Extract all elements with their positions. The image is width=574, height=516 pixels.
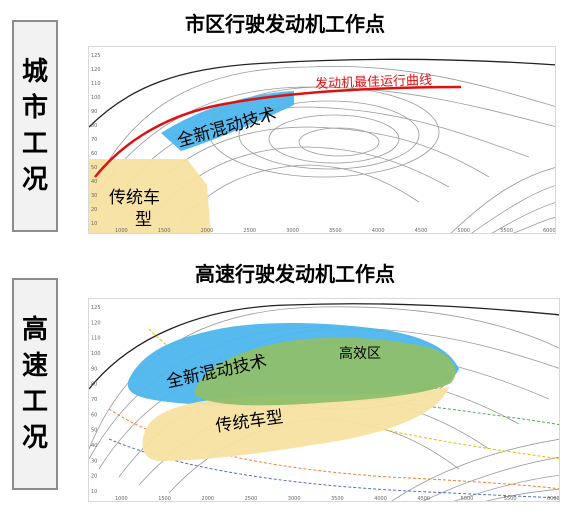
highway-x-tick-label: 4500 xyxy=(417,496,430,502)
highway-label-char-1: 高 xyxy=(21,315,48,345)
highway-x-tick-label: 6000 xyxy=(547,496,560,502)
city-optimal-curve xyxy=(94,85,462,178)
highway-label-char-4: 况 xyxy=(21,423,48,453)
highway-x-tick-label: 2500 xyxy=(245,496,258,502)
city-x-tick-label: 3000 xyxy=(286,228,299,234)
city-panel-title: 市区行驶发动机工作点 xyxy=(185,12,385,36)
highway-y-tick-label: 20 xyxy=(91,474,97,480)
city-engine-map: 125 120 110 100 90 80 70 60 50 40 30 20 10 1000 1500 2… xyxy=(88,46,556,234)
highway-y-tick-label: 60 xyxy=(91,412,97,418)
highway-efficiency-label: 高效区 xyxy=(339,346,381,362)
city-x-tick-label: 2500 xyxy=(243,228,256,234)
city-y-tick-label: 10 xyxy=(91,221,97,227)
highway-x-tick-label: 3000 xyxy=(288,496,301,502)
highway-efficiency-zone xyxy=(194,337,456,406)
city-y-tick-label: 30 xyxy=(91,193,97,199)
city-max-torque-line xyxy=(89,58,555,128)
city-x-tick-label: 4000 xyxy=(372,228,385,234)
highway-conventional-zone xyxy=(142,387,449,461)
city-x-tick-label: 2000 xyxy=(201,228,214,234)
highway-y-tick-label: 10 xyxy=(91,489,97,495)
city-label-char-3: 工 xyxy=(21,129,48,159)
highway-y-tick-label: 100 xyxy=(91,351,101,357)
highway-max-torque-line xyxy=(89,303,559,390)
city-x-tick-label: 5000 xyxy=(457,228,470,234)
highway-x-tick-label: 2000 xyxy=(201,496,214,502)
highway-y-tick-label: 90 xyxy=(91,366,97,372)
city-optimal-curve-label: 发动机最佳运行曲线 xyxy=(314,72,433,93)
highway-y-tick-label: 110 xyxy=(91,336,101,342)
highway-x-tick-label: 4000 xyxy=(374,496,387,502)
city-y-tick-label: 110 xyxy=(91,81,101,87)
highway-x-tick-label: 1000 xyxy=(115,496,128,502)
highway-x-tick-label: 5000 xyxy=(461,496,474,502)
highway-label-char-2: 速 xyxy=(21,351,48,381)
highway-condition-label: 高 速 工 况 xyxy=(12,278,58,490)
city-y-tick-label: 100 xyxy=(91,95,101,101)
highway-dashed-curve-blue xyxy=(108,438,559,499)
city-y-tick-label: 80 xyxy=(91,123,97,129)
city-condition-label: 城 市 工 况 xyxy=(12,20,58,232)
highway-y-tick-label: 40 xyxy=(91,443,97,449)
city-label-char-4: 况 xyxy=(21,165,48,195)
city-conventional-label-line2: 型 xyxy=(135,210,152,230)
city-y-tick-label: 20 xyxy=(91,207,97,213)
city-label-char-2: 市 xyxy=(21,93,48,123)
city-y-tick-label: 70 xyxy=(91,137,97,143)
highway-y-tick-label: 120 xyxy=(91,320,101,326)
city-y-tick-label: 40 xyxy=(91,179,97,185)
city-y-tick-label: 50 xyxy=(91,165,97,171)
city-conventional-zone xyxy=(89,159,211,233)
city-x-tick-label: 4500 xyxy=(415,228,428,234)
city-x-tick-label: 6000 xyxy=(543,228,556,234)
city-y-tick-label: 60 xyxy=(91,151,97,157)
highway-engine-map: 125 120 110 100 90 80 70 60 50 40 30 20 10 1000 1500 2… xyxy=(88,298,560,502)
city-x-tick-label: 1000 xyxy=(115,228,128,234)
city-label-char-1: 城 xyxy=(21,57,48,87)
city-engine-map-graphic: 125 120 110 100 90 80 70 60 50 40 30 20 10 1000 1500 2… xyxy=(89,53,556,234)
highway-y-tick-label: 125 xyxy=(91,305,101,311)
highway-y-tick-label: 70 xyxy=(91,397,97,403)
highway-y-tick-label: 50 xyxy=(91,428,97,434)
highway-label-char-3: 工 xyxy=(21,387,48,417)
city-x-tick-label: 5500 xyxy=(500,228,513,234)
city-x-tick-label: 3500 xyxy=(329,228,342,234)
highway-x-tick-label: 1500 xyxy=(158,496,171,502)
city-x-tick-label: 1500 xyxy=(158,228,171,234)
highway-y-tick-label: 80 xyxy=(91,382,97,388)
city-conventional-label-line1: 传统车 xyxy=(109,188,160,208)
city-y-tick-label: 90 xyxy=(91,109,97,115)
highway-engine-map-graphic: 125 120 110 100 90 80 70 60 50 40 30 20 10 1000 1500 2… xyxy=(89,303,560,502)
highway-y-tick-label: 30 xyxy=(91,458,97,464)
city-y-tick-label: 120 xyxy=(91,67,101,73)
highway-x-tick-label: 5500 xyxy=(504,496,517,502)
highway-x-tick-label: 3500 xyxy=(331,496,344,502)
highway-panel-title: 高速行驶发动机工作点 xyxy=(195,262,395,286)
city-y-tick-label: 125 xyxy=(91,53,101,59)
city-hybrid-zone xyxy=(161,91,294,151)
